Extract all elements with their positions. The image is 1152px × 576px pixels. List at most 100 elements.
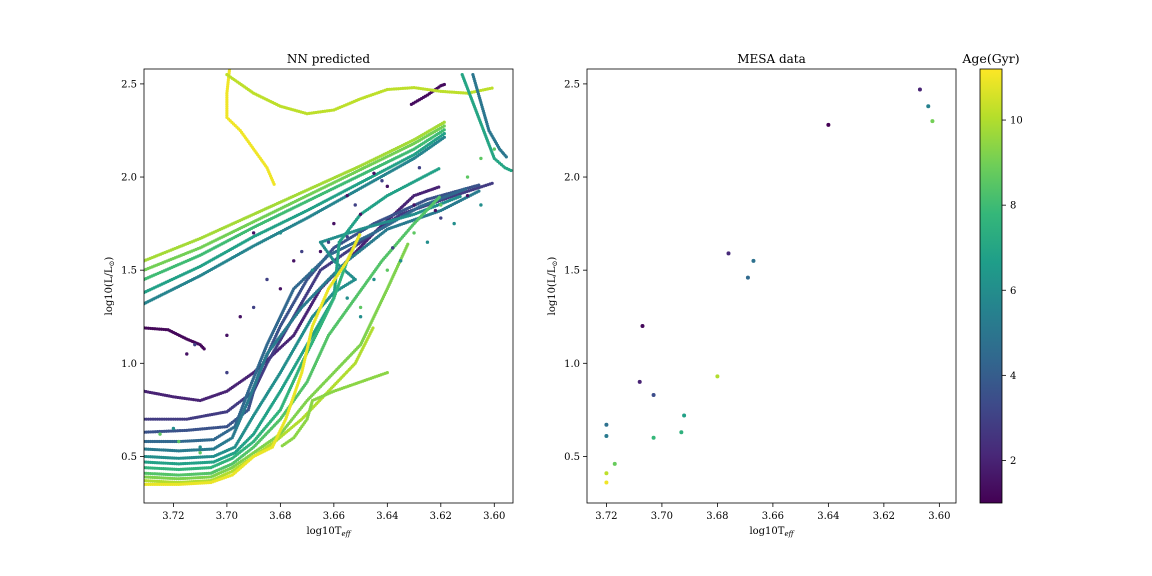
colorbar: Age(Gyr) 2 4 6 8 10 [961,51,1023,504]
left-y-axis-label-sub: ⊙ [108,260,116,266]
predicted-point [358,212,363,216]
track-point [180,428,184,433]
left-x-tick-label: 3.62 [430,511,452,522]
predicted-point [278,231,283,235]
mesa-point [604,471,609,476]
left-title: NN predicted [287,52,370,66]
track-point [442,128,446,132]
right-axes-frame [586,68,957,504]
track-point [280,444,284,448]
track-point [169,429,173,433]
track-point [442,135,446,139]
colorbar-title: Age(Gyr) [961,51,1019,66]
track-point [477,189,481,193]
predicted-point [372,171,376,176]
predicted-point [198,445,202,449]
predicted-point [372,277,376,282]
track-point [176,429,180,433]
predicted-point [326,240,331,244]
track-point [149,417,153,421]
left-axes-frame [143,68,514,504]
predicted-point [177,439,181,444]
mesa-point [726,251,731,256]
track-point [509,168,513,173]
track-point [225,100,229,104]
track-point [146,417,151,421]
track-point [164,429,169,433]
predicted-point [412,231,416,235]
mesa-point [604,433,609,438]
predicted-point [318,249,323,254]
right-y-ticks: 0.5 1.0 1.5 2.0 2.5 [564,79,587,463]
left-y-axis-label-end: ) [104,257,115,261]
right-title: MESA data [737,52,806,66]
left-y-tick-label: 1.5 [121,266,137,277]
right-y-tick-label: 2.0 [564,173,580,184]
predicted-point [171,426,176,431]
colorbar-tick-label: 10 [1010,116,1023,127]
predicted-point [385,268,390,272]
track-point [458,194,462,199]
mesa-point [826,122,831,127]
track-point [146,430,151,434]
track-point [406,242,410,246]
track-point [171,429,175,433]
left-x-tick-label: 3.64 [376,511,398,522]
track-point [437,185,441,189]
right-y-tick-label: 1.5 [564,266,580,277]
colorbar-frame [979,68,1003,504]
track-point [173,417,178,421]
left-y-ticks: 0.5 1.0 1.5 2.0 2.5 [121,79,144,463]
predicted-point [238,315,242,319]
track-point [155,430,160,434]
predicted-point [251,231,256,235]
predicted-point [465,193,470,198]
left-x-tick-label: 3.66 [323,511,345,522]
left-x-tick-label: 3.60 [483,511,505,522]
mesa-point [930,119,935,124]
mesa-point [745,275,750,280]
colorbar-tick-label: 2 [1010,456,1016,467]
predicted-point [479,156,483,161]
track-point [176,417,180,421]
right-y-axis-label-sub: ⊙ [551,260,559,266]
track-point [151,430,155,434]
right-y-axis-label-main: log10(L/L [547,266,558,315]
track-point [490,86,494,90]
right-y-tick-label: 2.5 [564,79,580,90]
track-point [182,417,187,421]
left-x-tick-label: 3.72 [162,511,184,522]
track-point [202,347,206,351]
track-point [144,417,148,421]
colorbar-tick-label: 4 [1010,371,1016,382]
left-y-tick-label: 2.5 [121,79,137,90]
track-point [153,417,157,421]
mesa-point [682,413,687,418]
track-point [169,417,173,421]
left-plot-area [144,69,513,486]
predicted-point [433,208,438,213]
track-point [158,429,162,434]
left-x-axis-label: log10Teff [306,526,351,538]
predicted-point [390,246,395,250]
mesa-point [640,324,645,329]
right-x-axis-label-sub: eff [784,530,794,538]
track-point [272,182,276,186]
predicted-point [265,277,269,282]
mesa-point [637,379,642,384]
mesa-point [612,461,617,466]
mesa-point [679,430,684,435]
predicted-point [439,216,443,220]
right-y-tick-label: 1.0 [564,359,580,370]
track-point [158,417,162,421]
track-point [149,430,153,434]
left-x-ticks: 3.72 3.70 3.68 3.66 3.64 3.62 3.60 [162,503,505,522]
predicted-point [251,305,256,310]
predicted-point [452,221,456,226]
track-point [225,109,229,113]
track-point [477,183,481,187]
right-x-tick-label: 3.70 [651,511,673,522]
predicted-point [380,179,384,183]
right-y-axis-label-end: ) [547,257,558,261]
predicted-point [417,166,422,170]
